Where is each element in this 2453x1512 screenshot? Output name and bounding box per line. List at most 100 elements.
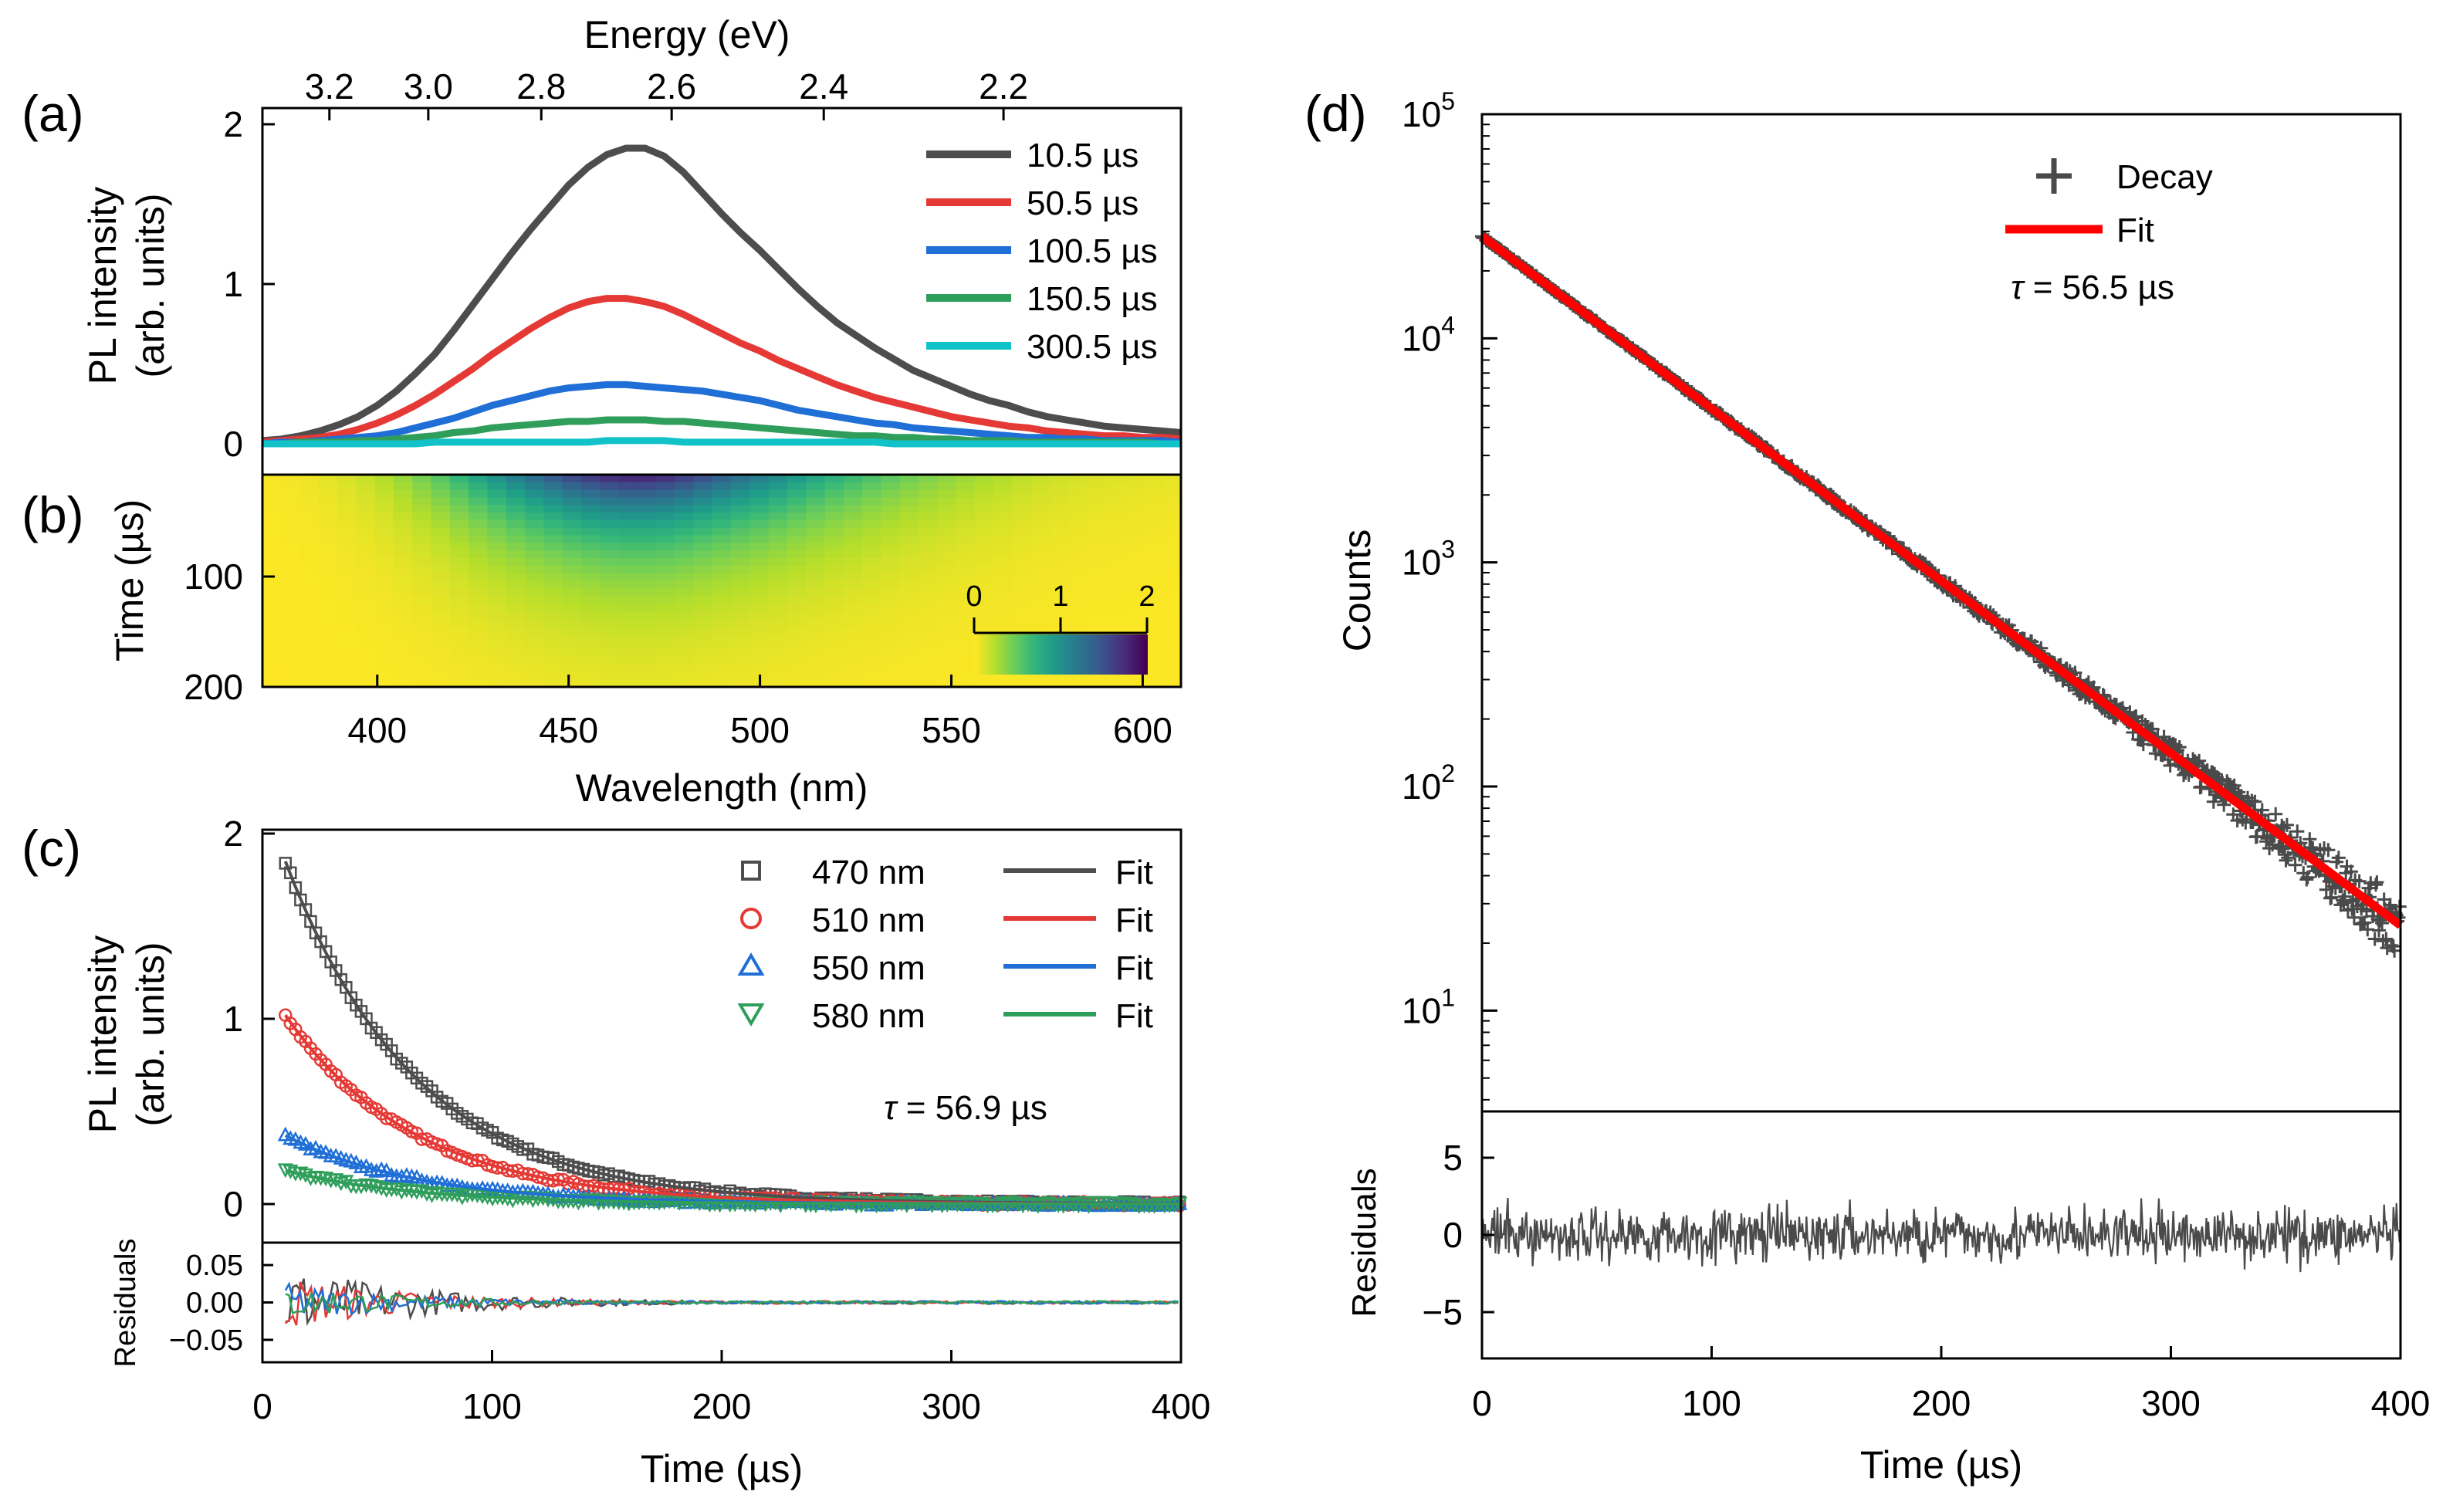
heatmap-cell — [262, 679, 283, 688]
x-tick-label: 100 — [462, 1386, 522, 1426]
heatmap-cell — [656, 512, 676, 521]
heatmap-cell — [394, 519, 414, 529]
heatmap-cell — [394, 535, 414, 544]
heatmap-cell — [937, 512, 957, 521]
heatmap-cell — [637, 558, 657, 567]
heatmap-cell — [562, 505, 582, 514]
heatmap-cell — [449, 618, 470, 627]
heatmap-cell — [787, 634, 807, 643]
tick-exponent: 4 — [1441, 311, 1455, 339]
heatmap-cell — [1143, 505, 1163, 514]
heatmap-cell — [993, 505, 1013, 514]
heatmap-cell — [731, 558, 751, 567]
heatmap-cell — [374, 482, 394, 491]
heatmap-cell — [506, 580, 526, 590]
panel-d-label: (d) — [1304, 85, 1367, 142]
decay-markers — [277, 857, 1188, 1214]
heatmap-cell — [506, 671, 526, 681]
heatmap-cell — [993, 489, 1013, 499]
heatmap-cell — [1162, 519, 1182, 529]
heatmap-cell — [525, 505, 545, 514]
heatmap-cell — [580, 489, 601, 499]
heatmap-cell — [600, 671, 620, 681]
heatmap-cell — [974, 611, 995, 620]
heatmap-cell — [1087, 543, 1107, 552]
heatmap-cell — [749, 482, 770, 491]
heatmap-cell — [712, 543, 733, 552]
heatmap-cell — [449, 664, 470, 673]
heatmap-cell — [337, 664, 357, 673]
legend-entry: 100.5 µs — [926, 232, 1158, 270]
heatmap-cell — [993, 618, 1013, 627]
x-tick-label: 0 — [252, 1386, 272, 1426]
panel-d-frame — [1480, 113, 2402, 1113]
heatmap-cell — [787, 497, 807, 506]
heatmap-cell — [431, 550, 451, 559]
heatmap-cell — [937, 611, 957, 620]
heatmap-cell — [993, 565, 1013, 574]
heatmap-cell — [712, 588, 733, 597]
heatmap-cell — [693, 679, 713, 688]
heatmap-cell — [299, 482, 320, 491]
heatmap-cell — [806, 611, 826, 620]
heatmap-cell — [919, 482, 939, 491]
panel-b-y-label: Time (µs) — [108, 499, 151, 661]
heatmap-cell — [1143, 565, 1163, 574]
heatmap-cell — [469, 505, 489, 514]
heatmap-cell — [412, 671, 432, 681]
heatmap-cell — [1143, 679, 1163, 688]
heatmap-cell — [337, 611, 357, 620]
heatmap-cell — [580, 558, 601, 567]
heatmap-cell — [919, 543, 939, 552]
heatmap-cell — [749, 543, 770, 552]
heatmap-cell — [843, 512, 864, 521]
heatmap-cell — [806, 618, 826, 627]
legend-label: 50.5 µs — [1027, 184, 1139, 222]
heatmap-cell — [675, 535, 695, 544]
heatmap-cell — [806, 558, 826, 567]
heatmap-cell — [768, 558, 788, 567]
colorbar-cell — [1051, 634, 1055, 675]
colorbar: 0 1 2 — [966, 580, 1155, 675]
heatmap-cell — [974, 543, 995, 552]
heatmap-cell — [919, 505, 939, 514]
heatmap-cell — [1050, 527, 1070, 536]
heatmap-cell — [356, 656, 376, 665]
heatmap-cell — [318, 543, 339, 552]
heatmap-cell — [394, 656, 414, 665]
heatmap-cell — [580, 626, 601, 635]
heatmap-cell — [394, 512, 414, 521]
heatmap-cell — [1050, 475, 1070, 483]
heatmap-cell — [318, 604, 339, 612]
heatmap-cell — [374, 648, 394, 658]
heatmap-cell — [1143, 671, 1163, 681]
heatmap-cell — [956, 497, 976, 506]
heatmap-cell — [1068, 543, 1088, 552]
heatmap-cell — [525, 475, 545, 483]
y-tick-label: 103 — [1402, 536, 1455, 583]
tick-exponent: 3 — [1441, 536, 1455, 563]
heatmap-cell — [580, 618, 601, 627]
heatmap-cell — [543, 505, 563, 514]
heatmap-cell — [843, 505, 864, 514]
heatmap-cell — [675, 580, 695, 590]
heatmap-cell — [318, 580, 339, 590]
heatmap-cell — [806, 475, 826, 483]
heatmap-cell — [262, 505, 283, 514]
heatmap-cell — [731, 573, 751, 582]
heatmap-cell — [937, 679, 957, 688]
heatmap-cell — [337, 475, 357, 483]
panel-c-y-label-2: (arb. units) — [129, 942, 172, 1127]
heatmap-cell — [1012, 671, 1032, 681]
heatmap-cell — [862, 475, 882, 483]
heatmap-cell — [262, 611, 283, 620]
heatmap-cell — [768, 618, 788, 627]
heatmap-cell — [562, 558, 582, 567]
heatmap-cell — [1162, 596, 1182, 604]
heatmap-cell — [749, 519, 770, 529]
colorbar-cell — [1048, 634, 1052, 675]
heatmap-cell — [956, 648, 976, 658]
heatmap-cell — [1068, 618, 1088, 627]
heatmap-cell — [412, 512, 432, 521]
heatmap-cell — [768, 475, 788, 483]
